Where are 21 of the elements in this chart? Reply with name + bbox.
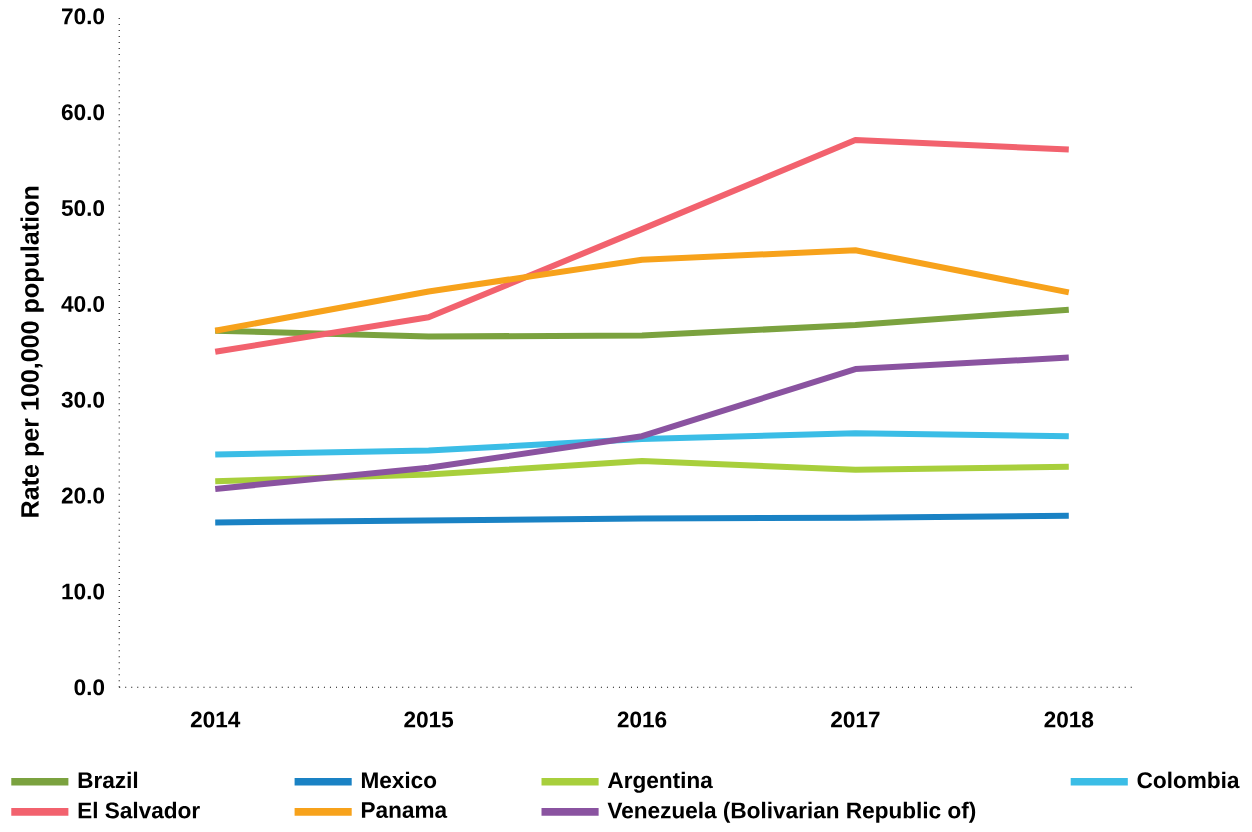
legend-label: Mexico [361, 771, 437, 789]
legend-label: Brazil [78, 771, 138, 789]
x-tick-label: 2016 [617, 711, 667, 728]
y-axis-title: Rate per 100,000 population [20, 186, 44, 517]
y-tick-label: 50.0 [61, 200, 105, 217]
legend-label: El Salvador [78, 801, 200, 819]
y-tick-label: 60.0 [61, 104, 105, 121]
x-tick-label: 2017 [831, 711, 880, 728]
y-tick-label: 30.0 [61, 391, 105, 408]
x-tick-label: 2015 [404, 711, 454, 728]
x-tick-label: 2018 [1044, 711, 1094, 728]
legend-label: Argentina [607, 771, 713, 793]
legend-label: Colombia [1137, 771, 1240, 789]
legend-label: Panama [361, 802, 448, 819]
x-tick-label: 2014 [190, 711, 241, 728]
y-tick-label: 10.0 [62, 583, 105, 600]
legend-label: Venezuela (Bolivarian Republic of) [607, 801, 976, 823]
y-tick-label: 0.0 [74, 679, 105, 696]
y-tick-label: 70.0 [62, 8, 105, 25]
y-tick-label: 40.0 [61, 295, 105, 312]
y-tick-label: 20.0 [61, 487, 105, 504]
